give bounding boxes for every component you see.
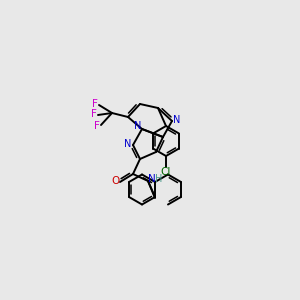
Text: F: F	[92, 99, 98, 109]
Text: N: N	[134, 121, 142, 131]
Text: Cl: Cl	[161, 167, 171, 177]
Text: N: N	[148, 174, 156, 184]
Text: F: F	[94, 121, 100, 131]
Text: F: F	[91, 109, 97, 119]
Text: N: N	[173, 115, 181, 125]
Text: H: H	[155, 174, 163, 184]
Text: O: O	[111, 176, 119, 186]
Text: N: N	[124, 139, 132, 149]
